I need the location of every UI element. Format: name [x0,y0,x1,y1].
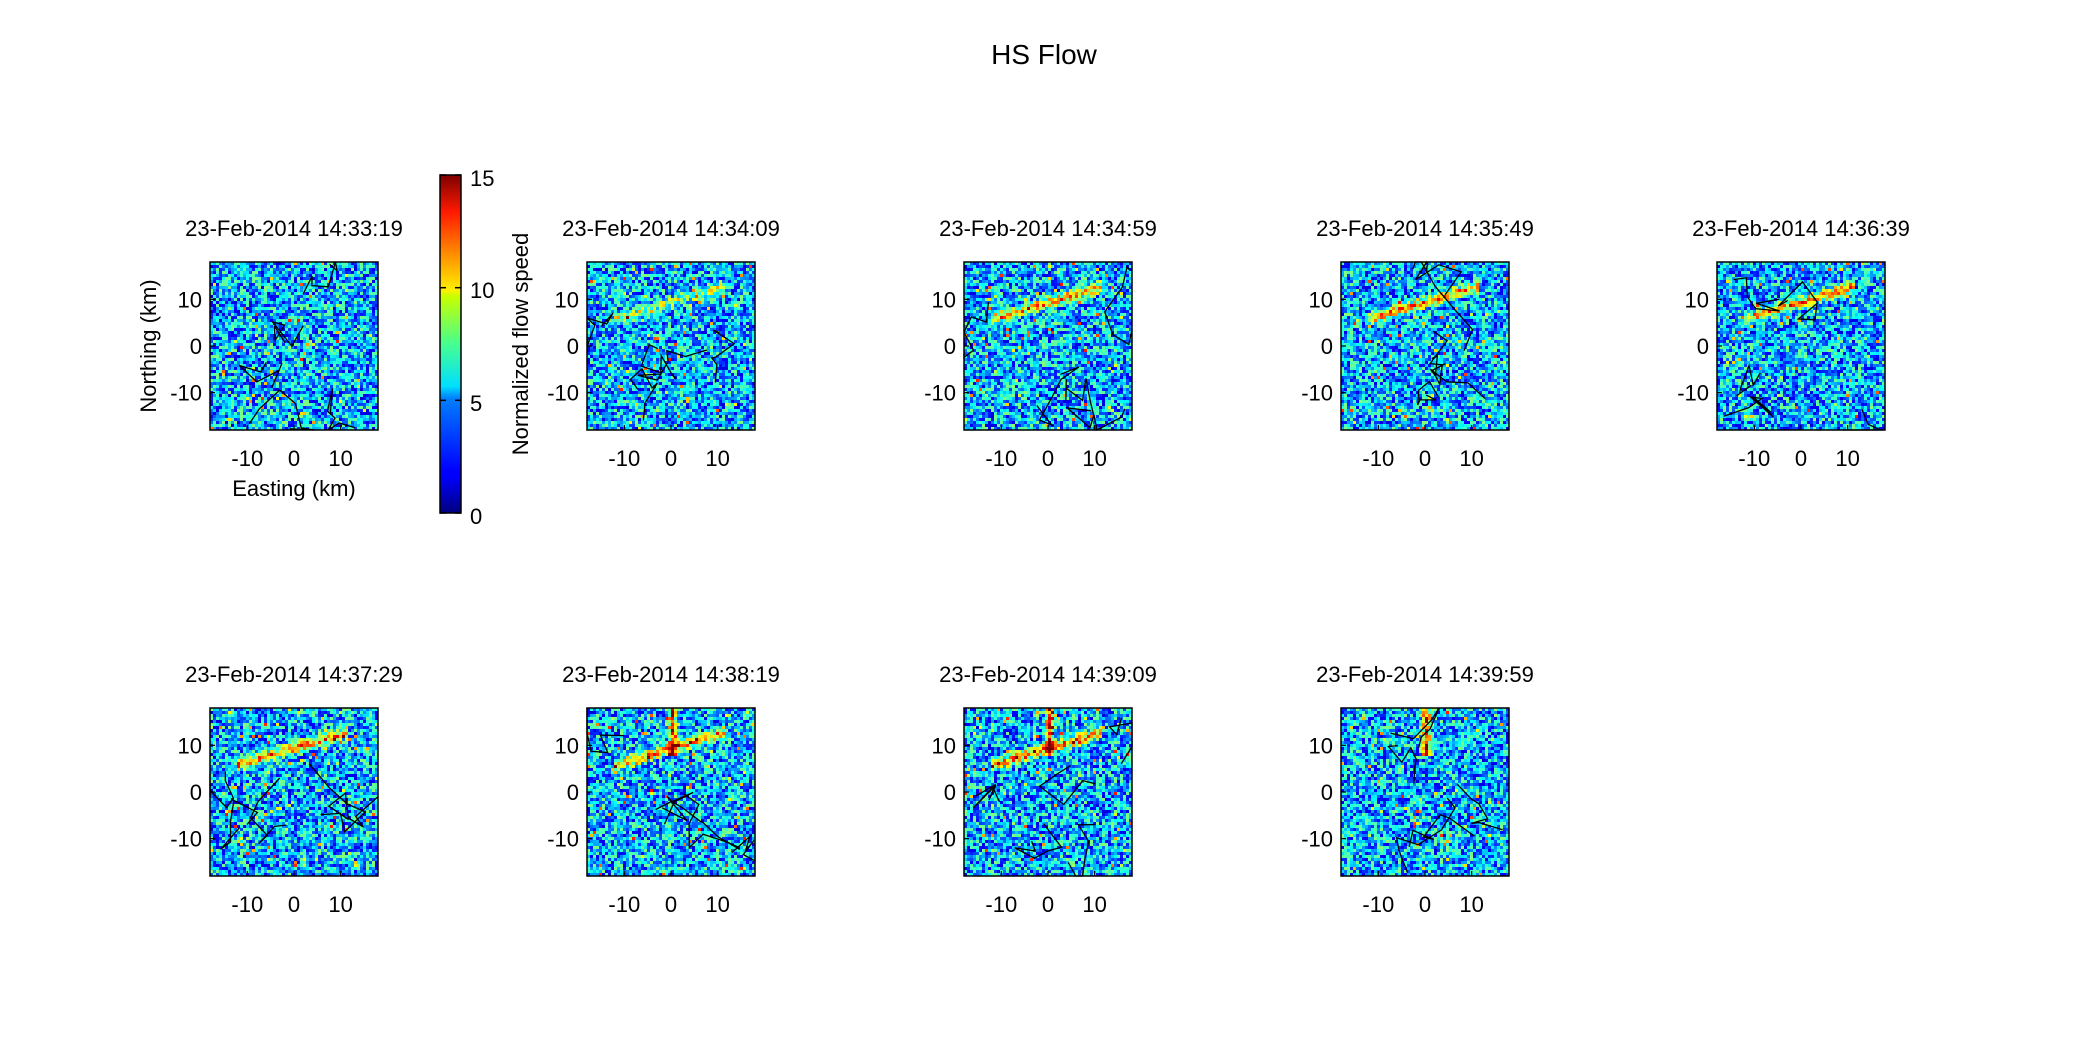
x-tick-label: 0 [1795,446,1807,471]
y-tick-label: 10 [178,733,202,758]
x-tick-label: 10 [705,892,729,917]
y-tick-label: 0 [1697,334,1709,359]
y-tick-label: 10 [555,287,579,312]
y-tick-label: 0 [944,780,956,805]
y-tick-label: 10 [1309,287,1333,312]
y-tick-label: -10 [1301,827,1333,852]
panel-grid: 23-Feb-2014 14:33:19 -10 0 10 10 0 -10 Easting … [136,216,1910,917]
y-tick-label: 0 [567,780,579,805]
y-tick-label: -10 [924,827,956,852]
x-tick-label: 0 [665,446,677,471]
x-tick-label: -10 [1362,892,1394,917]
y-tick-label: 10 [932,287,956,312]
x-tick-label: 0 [1042,892,1054,917]
y-tick-label: 10 [1685,287,1709,312]
panel-heatmap [210,708,378,876]
x-tick-label: 10 [1082,446,1106,471]
x-axis-label: Easting (km) [232,476,355,501]
y-tick-label: 0 [944,334,956,359]
x-tick-label: 0 [1042,446,1054,471]
x-tick-label: -10 [1738,446,1770,471]
panel-title: 23-Feb-2014 14:39:59 [1316,662,1534,687]
colorbar: 0 5 10 15 Normalized flow speed [440,166,533,529]
y-tick-label: 0 [1321,334,1333,359]
y-tick-label: 10 [1309,733,1333,758]
y-tick-label: 10 [932,733,956,758]
x-tick-label: 10 [328,446,352,471]
x-tick-label: -10 [985,892,1017,917]
y-axis-label: Northing (km) [136,279,161,412]
y-tick-label: 0 [567,334,579,359]
x-tick-label: 10 [1459,446,1483,471]
figure-title: HS Flow [991,39,1098,70]
x-tick-label: -10 [608,446,640,471]
colorbar-label: Normalized flow speed [508,233,533,456]
y-tick-label: 0 [1321,780,1333,805]
panel-title: 23-Feb-2014 14:37:29 [185,662,403,687]
x-tick-label: -10 [231,892,263,917]
y-tick-label: -10 [1301,381,1333,406]
colorbar-gradient [440,175,461,513]
panel-title: 23-Feb-2014 14:34:09 [562,216,780,241]
x-tick-label: 10 [1459,892,1483,917]
panel-title: 23-Feb-2014 14:38:19 [562,662,780,687]
x-tick-label: 0 [288,892,300,917]
panel-title: 23-Feb-2014 14:34:59 [939,216,1157,241]
colorbar-tick-label-10: 10 [470,278,494,303]
x-tick-label: 0 [1419,446,1431,471]
x-tick-label: 10 [1835,446,1859,471]
y-tick-label: -10 [547,827,579,852]
panel-heatmap [1717,262,1885,430]
panel-heatmap [1341,262,1509,430]
colorbar-tick-label-15: 15 [470,166,494,191]
y-tick-label: 0 [190,334,202,359]
x-tick-label: 10 [328,892,352,917]
x-tick-label: -10 [985,446,1017,471]
panel-title: 23-Feb-2014 14:33:19 [185,216,403,241]
y-tick-label: 0 [190,780,202,805]
x-tick-label: -10 [608,892,640,917]
x-tick-label: 0 [288,446,300,471]
y-tick-label: 10 [555,733,579,758]
x-tick-label: 0 [1419,892,1431,917]
panel-heatmap [210,262,378,430]
x-tick-label: 10 [705,446,729,471]
panel-heatmap [587,708,755,876]
y-tick-label: 10 [178,287,202,312]
panel-title: 23-Feb-2014 14:36:39 [1692,216,1910,241]
x-tick-label: 0 [665,892,677,917]
panel-title: 23-Feb-2014 14:39:09 [939,662,1157,687]
colorbar-tick-label-0: 0 [470,504,482,529]
y-tick-label: -10 [924,381,956,406]
y-tick-label: -10 [1677,381,1709,406]
y-tick-label: -10 [170,381,202,406]
y-tick-label: -10 [170,827,202,852]
colorbar-tick-label-5: 5 [470,391,482,416]
x-tick-label: 10 [1082,892,1106,917]
y-tick-label: -10 [547,381,579,406]
x-tick-label: -10 [231,446,263,471]
x-tick-label: -10 [1362,446,1394,471]
panel-title: 23-Feb-2014 14:35:49 [1316,216,1534,241]
